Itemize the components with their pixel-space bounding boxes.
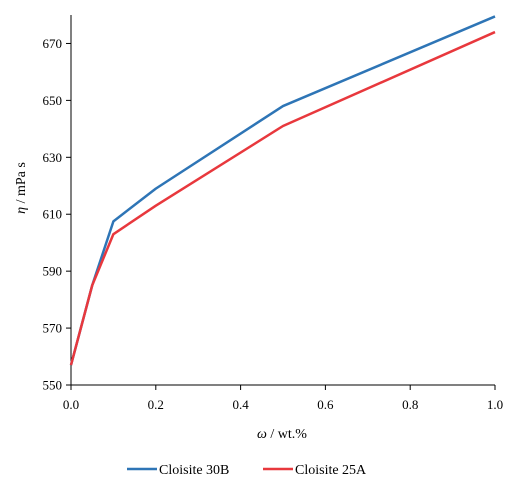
y-axis: 550 570 590 610 630 650 670: [43, 15, 72, 393]
series-cloisite-30b: [69, 15, 496, 366]
x-tick-label: 0.6: [317, 397, 334, 412]
x-tick-label: 0.8: [402, 397, 418, 412]
x-axis-title: ω / wt.%: [257, 427, 307, 442]
y-axis-unit: / mPa s: [14, 162, 29, 207]
y-axis-symbol: η: [14, 207, 29, 214]
y-tick-label: 650: [43, 93, 63, 108]
legend-item-cloisite-25a: Cloisite 25A: [263, 463, 367, 477]
series-line-cloisite-30b: [69, 15, 496, 366]
x-tick-label: 1.0: [487, 397, 503, 412]
x-axis-unit: / wt.%: [267, 427, 307, 442]
legend-label-cloisite-25a: Cloisite 25A: [295, 463, 367, 477]
y-tick-label: 570: [43, 321, 63, 336]
y-tick-label: 590: [43, 264, 63, 279]
x-axis: 0.0 0.2 0.4 0.6 0.8 1.0: [63, 384, 503, 412]
x-axis-symbol: ω: [257, 427, 267, 442]
series-cloisite-25a: [69, 30, 496, 366]
x-tick-label: 0.4: [232, 397, 249, 412]
y-tick-label: 630: [43, 150, 63, 165]
y-tick-label: 670: [43, 36, 63, 51]
x-tick-label: 0.0: [63, 397, 79, 412]
x-tick-label: 0.2: [148, 397, 164, 412]
legend-item-cloisite-30b: Cloisite 30B: [127, 463, 229, 477]
y-tick-label: 610: [43, 207, 63, 222]
legend-label-cloisite-30b: Cloisite 30B: [159, 463, 229, 477]
series-line-cloisite-25a: [69, 30, 496, 366]
y-axis-title: η / mPa s: [14, 162, 29, 214]
legend: Cloisite 30B Cloisite 25A: [127, 463, 367, 477]
y-tick-label: 550: [43, 378, 63, 393]
series-layer: [69, 15, 496, 366]
